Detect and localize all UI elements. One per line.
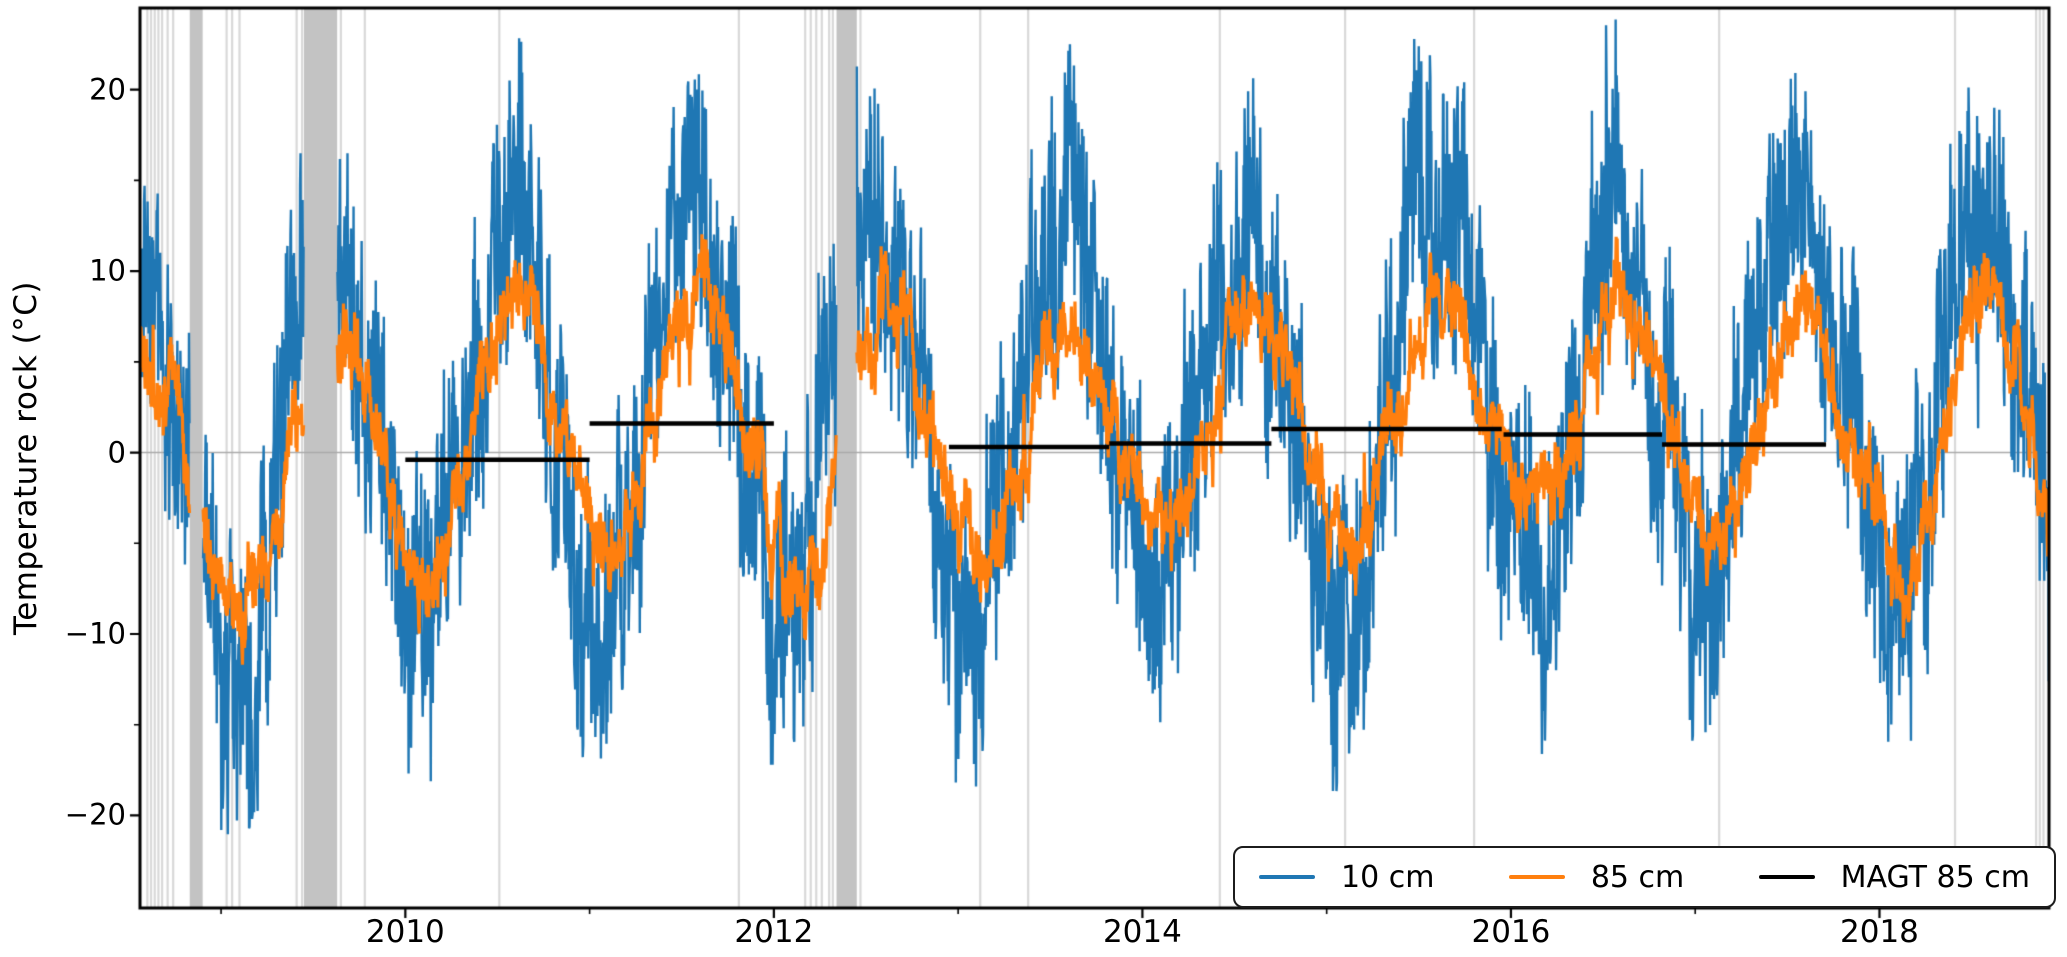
legend-item-magt-85cm: MAGT 85 cm (1758, 859, 2030, 895)
y-tick-label-20: 20 (89, 71, 126, 106)
y-tick-label--20: −20 (64, 797, 126, 832)
legend-magt-85cm-label: MAGT 85 cm (1840, 859, 2030, 895)
x-tick-label-2016: 2016 (1471, 914, 1551, 950)
legend-item-85cm: 85 cm (1508, 859, 1685, 895)
legend-85cm-line-icon (1508, 875, 1565, 879)
y-axis-label-text: Temperature rock (°C) (8, 281, 44, 635)
legend-magt-85cm-line-icon (1758, 875, 1815, 879)
x-tick-label-2018: 2018 (1840, 914, 1919, 950)
y-tick-label-10: 10 (89, 253, 126, 288)
legend-10cm-label: 10 cm (1341, 859, 1435, 895)
legend: 10 cm 85 cm MAGT 85 cm (1233, 846, 2056, 908)
x-tick-label-2010: 2010 (365, 914, 445, 950)
legend-10cm-line-icon (1259, 875, 1315, 879)
y-tick-label-0: 0 (107, 434, 126, 469)
legend-item-10cm: 10 cm (1259, 860, 1434, 895)
x-tick-label-2014: 2014 (1102, 914, 1182, 950)
y-tick-label--10: −10 (64, 616, 126, 651)
x-tick-label-2012: 2012 (734, 914, 814, 950)
legend-85cm-label: 85 cm (1590, 859, 1685, 895)
y-axis-label: Temperature rock (°C) (4, 8, 48, 908)
